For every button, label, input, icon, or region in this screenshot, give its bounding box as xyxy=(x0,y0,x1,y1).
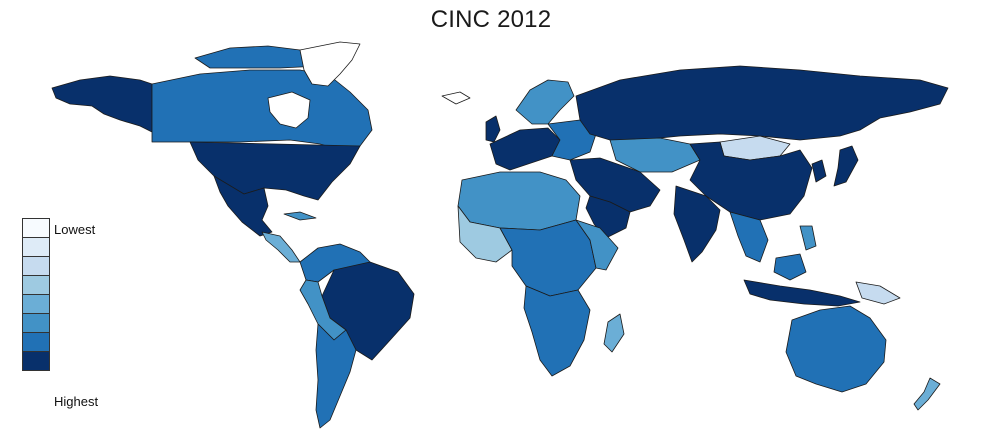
region-usa xyxy=(189,141,361,201)
region-north-africa xyxy=(457,171,581,231)
legend-swatch-8 xyxy=(22,351,50,371)
region-china xyxy=(689,141,813,221)
region-iceland xyxy=(441,91,471,105)
region-indonesia xyxy=(743,279,861,307)
map-title: CINC 2012 xyxy=(430,6,552,33)
color-legend: Lowest Highest xyxy=(22,218,98,409)
region-new-guinea xyxy=(855,281,901,305)
region-new-zealand xyxy=(913,377,941,411)
region-philippines xyxy=(799,225,817,251)
region-central-america xyxy=(261,231,301,263)
legend-swatch-4 xyxy=(22,275,50,295)
region-east-africa xyxy=(575,219,619,271)
region-australia xyxy=(785,305,887,393)
region-india xyxy=(673,185,721,263)
region-canada xyxy=(151,69,373,151)
region-scandinavia xyxy=(515,79,575,125)
legend-swatch-6 xyxy=(22,313,50,333)
legend-swatch-3 xyxy=(22,256,50,276)
region-madagascar xyxy=(603,313,625,353)
legend-swatch-2 xyxy=(22,237,50,257)
region-central-asia xyxy=(609,137,701,173)
region-korea xyxy=(811,159,827,183)
region-mexico xyxy=(213,175,273,237)
region-uk xyxy=(485,115,501,143)
region-alaska xyxy=(51,75,153,133)
region-southern-africa xyxy=(523,285,591,377)
region-middle-east xyxy=(569,157,661,213)
region-southeast-asia xyxy=(729,211,769,263)
region-southern-cone xyxy=(315,323,357,429)
region-greenland xyxy=(299,41,361,87)
region-japan xyxy=(833,145,859,187)
region-borneo xyxy=(773,253,807,281)
region-russia xyxy=(575,65,949,141)
legend-swatch-1 xyxy=(22,218,50,238)
legend-swatch-5 xyxy=(22,294,50,314)
water-hudson-bay xyxy=(267,91,311,129)
region-west-africa xyxy=(457,205,513,263)
region-western-europe xyxy=(489,127,561,171)
legend-low-label: Lowest xyxy=(54,222,96,237)
region-central-africa xyxy=(499,219,597,297)
legend-high-label: Highest xyxy=(54,394,99,409)
region-cuba xyxy=(283,211,317,221)
legend-swatch-7 xyxy=(22,332,50,352)
